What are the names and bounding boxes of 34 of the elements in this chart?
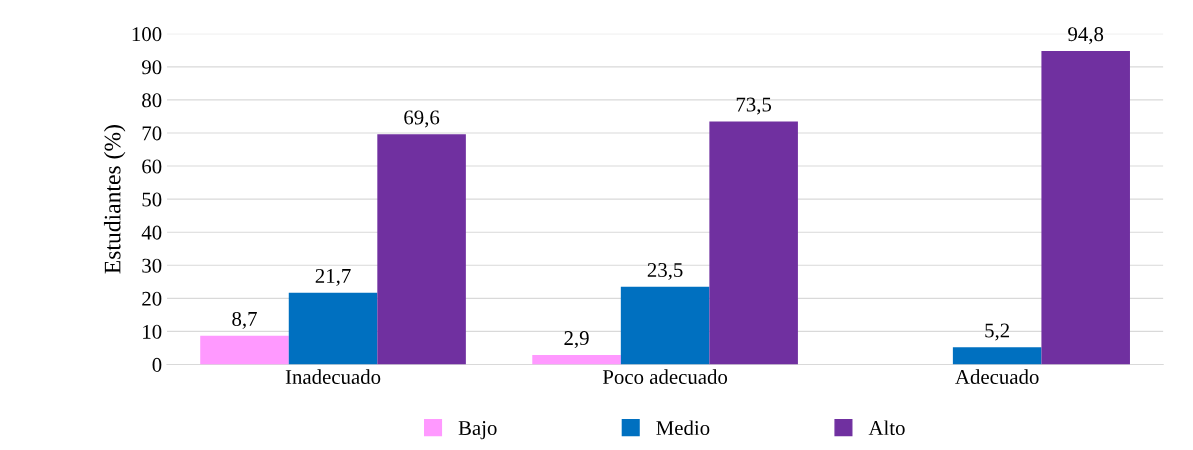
data-label: 21,7 — [315, 268, 351, 286]
bar — [377, 134, 466, 365]
y-tick-label: 50 — [142, 192, 162, 207]
data-label: 73,5 — [736, 97, 772, 115]
data-label: 5,2 — [985, 323, 1010, 341]
bar — [1041, 50, 1130, 365]
legend-label: Bajo — [458, 421, 497, 440]
data-label: 23,5 — [647, 262, 683, 280]
y-tick-label: 10 — [143, 324, 162, 339]
y-tick-label: 70 — [142, 126, 162, 141]
legend-label: Alto — [868, 420, 905, 436]
y-tick-label: 80 — [142, 93, 162, 108]
bar — [620, 286, 710, 365]
bar — [952, 347, 1042, 365]
bar — [709, 121, 798, 365]
data-label: 94,8 — [1068, 27, 1104, 45]
bar — [288, 292, 378, 365]
legend-label: Medio — [656, 420, 710, 436]
data-label: 8,7 — [232, 311, 257, 329]
data-label: 2,9 — [564, 331, 589, 349]
y-tick-label: 20 — [142, 291, 162, 306]
y-tick-label: 100 — [132, 27, 162, 42]
data-label: 69,6 — [404, 110, 440, 128]
x-tick-label: Poco adecuado — [602, 369, 728, 385]
bar — [532, 354, 621, 365]
y-tick-label: 90 — [142, 60, 162, 75]
y-tick-label: 40 — [141, 225, 162, 240]
bar — [200, 335, 289, 365]
x-tick-label: Inadecuado — [285, 369, 381, 385]
y-tick-label: 0 — [152, 357, 162, 372]
y-tick-label: 60 — [142, 159, 162, 174]
y-axis-title: Estudiantes (%) — [103, 125, 126, 274]
y-tick-label: 30 — [142, 258, 162, 273]
x-tick-label: Adecuado — [955, 369, 1039, 385]
